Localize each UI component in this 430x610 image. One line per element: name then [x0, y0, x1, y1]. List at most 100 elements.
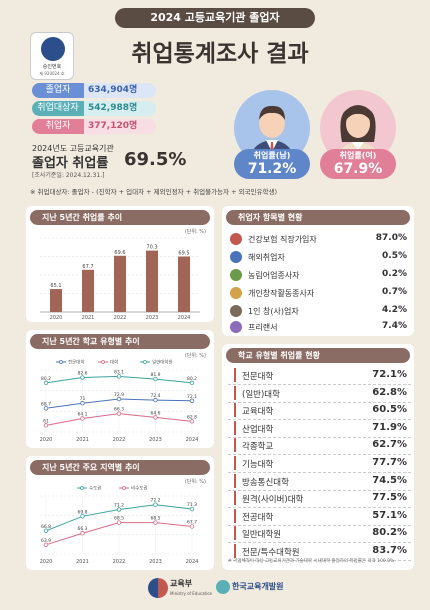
panel-rate-trend: 지난 5년간 취업률 추이 (단위: %) 65.1 2020 67.7 2021 69…: [26, 206, 214, 322]
school-type-row: 교육대학 60.5%: [228, 401, 411, 421]
school-type-row: 방송통신대학 74.5%: [228, 472, 411, 491]
x-tick-label: 2020: [40, 559, 53, 565]
approval-seal: 승인번호 제 920024 호: [30, 32, 74, 80]
data-point: [43, 423, 49, 428]
data-label: 66.3: [114, 407, 124, 413]
school-type-row: 전문/특수대학원 83.7%: [228, 542, 411, 561]
category-row: 건강보험 직장가입자 87.0%: [228, 230, 411, 248]
school-type-value: 72.1%: [372, 369, 407, 380]
bar-value-label: 70.3: [146, 245, 157, 251]
female-rate-value: 67.9%: [333, 161, 383, 177]
category-row: 해외취업자 0.5%: [228, 248, 411, 266]
data-label: 64.6: [150, 410, 160, 416]
category-name: 개인창작활동종사자: [248, 289, 315, 298]
school-type-value: 77.7%: [372, 457, 407, 468]
x-tick-label: 2021: [76, 437, 89, 443]
data-point: [80, 514, 85, 519]
data-point: [43, 542, 49, 548]
data-label: 83.1: [114, 369, 124, 375]
data-point: [80, 416, 85, 421]
school-type-name: 각종학교: [242, 442, 274, 453]
chart-region-lines: 수도권 비수도권 2020 2021 2022 2023 2024 66.8 69.8 71.2 7…: [40, 485, 199, 566]
rate-subtitle: 2024년도 고등교육기관: [32, 144, 114, 153]
panel-title: 취업자 항목별 현황: [226, 210, 410, 225]
data-label: 72.4: [150, 393, 160, 399]
freelancer-icon: [230, 321, 242, 333]
school-type-value: 77.5%: [372, 492, 407, 504]
female-rate-badge: 취업률(여) 67.9%: [320, 149, 396, 179]
data-label: 69.8: [77, 509, 87, 515]
data-point: [80, 375, 85, 380]
data-point: [189, 398, 195, 403]
x-tick-label: 2024: [186, 437, 199, 443]
bar-value-label: 69.5: [178, 251, 189, 257]
school-type-row: 원격(사이버)대학 77.5%: [228, 489, 411, 509]
school-type-name: 기능대학: [242, 460, 274, 470]
school-type-name: 전공대학: [242, 512, 274, 523]
panel-title: 학교 유형별 취업률 현황: [226, 348, 410, 363]
x-tick-label: 2022: [113, 559, 126, 565]
data-label: 68.5: [114, 516, 124, 522]
x-tick-label: 2021: [82, 315, 95, 321]
school-type-row: 전문대학 72.1%: [228, 366, 411, 385]
category-value: 0.2%: [382, 269, 407, 279]
category-name: 건강보험 직장가입자: [248, 235, 317, 244]
male-rate-badge: 취업률(남) 71.2%: [234, 149, 310, 179]
category-name: 1인 창(사)업자: [248, 307, 299, 316]
panel-unit: (단위: %): [184, 229, 206, 235]
farmer-icon: [230, 269, 242, 281]
rate-date: [조사기준일: 2024.12.31.]: [32, 172, 105, 179]
stat-value: 542,988명: [84, 101, 156, 116]
category-name: 농림어업종사자: [248, 271, 300, 280]
page-title: 취업통계조사 결과: [131, 41, 309, 67]
school-type-value: 60.5%: [372, 404, 407, 416]
bar: [178, 256, 190, 312]
school-type-value: 71.9%: [372, 421, 407, 433]
x-tick-label: 2024: [178, 315, 191, 321]
data-label: 71.3: [187, 502, 197, 508]
data-point: [116, 374, 122, 379]
data-point: [80, 531, 85, 536]
stat-value: 377,120명: [84, 119, 156, 134]
legend-label: 전문대학: [68, 359, 85, 366]
data-point: [153, 376, 158, 382]
panel-school-type-rates: 학교 유형별 취업률 현황 전문대학 72.1% (일반)대학 62.8% 교육대학 60…: [222, 344, 414, 570]
stat-graduates: 졸업자 634,904명: [32, 83, 156, 98]
legend-marker: [101, 360, 105, 364]
data-point: [116, 396, 122, 402]
overseas-icon: [230, 251, 242, 263]
moe-name: 교육부: [170, 579, 193, 588]
moe-logo-icon: [148, 578, 168, 598]
category-row: 프리랜서 7.4%: [228, 318, 411, 336]
stat-label: 취업대상자: [32, 101, 84, 116]
seal-emblem-icon: [41, 37, 65, 61]
category-value: 87.0%: [375, 233, 407, 243]
seal-line-1: 승인번호: [42, 64, 62, 70]
legend-marker: [80, 486, 84, 490]
bar-value-label: 65.1: [50, 283, 61, 289]
data-label: 82.6: [77, 371, 87, 377]
data-point: [43, 380, 49, 386]
seal-line-2: 제 920024 호: [39, 71, 65, 76]
kedi-logo-icon: [216, 580, 230, 594]
data-point: [80, 401, 85, 406]
rate-value: 69.5%: [124, 149, 187, 170]
data-label: 71: [80, 396, 86, 402]
school-type-value: 57.1%: [372, 509, 407, 521]
x-tick-label: 2023: [149, 559, 162, 565]
school-type-value: 83.7%: [372, 545, 407, 556]
school-type-name: 교육대학: [242, 407, 274, 418]
legend-marker: [122, 486, 126, 490]
school-type-row: 전공대학 57.1%: [228, 507, 411, 526]
rate-label: 졸업자 취업률: [32, 156, 109, 171]
school-type-value: 80.2%: [372, 527, 407, 539]
x-tick-label: 2020: [50, 315, 63, 321]
health-insurance-icon: [230, 233, 242, 245]
data-label: 72.2: [150, 498, 160, 504]
data-label: 64.1: [77, 411, 87, 417]
panel-school-type-trend: 지난 5년간 학교 유형별 추이 (단위: %) 전문대학 대학 일반대학원 2020…: [26, 330, 214, 448]
creator-icon: [230, 287, 242, 299]
data-point: [153, 502, 158, 507]
school-type-value: 62.7%: [372, 439, 407, 451]
data-label: 63.9: [41, 538, 51, 544]
